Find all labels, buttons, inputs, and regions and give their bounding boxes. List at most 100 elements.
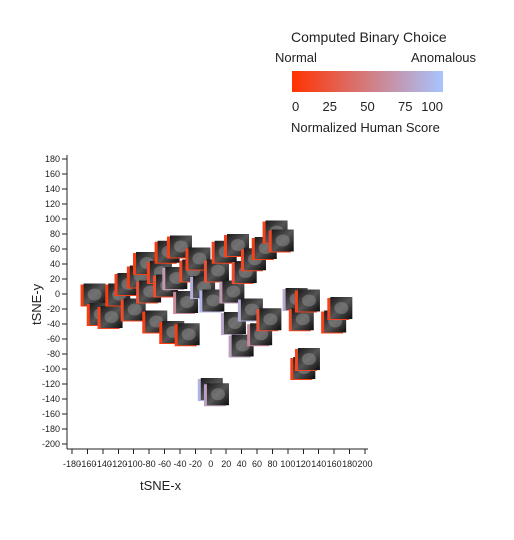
x-tick-label: 60	[252, 459, 262, 469]
x-tick-label: 160	[327, 459, 342, 469]
y-tick-label: 60	[50, 244, 60, 254]
legend-tick-label: 25	[323, 99, 337, 114]
y-tick: -200	[42, 439, 67, 449]
data-point	[256, 308, 282, 332]
y-tick: -100	[42, 364, 67, 374]
y-tick: 120	[45, 199, 67, 209]
data-point	[327, 297, 353, 320]
y-tick-label: -60	[47, 334, 60, 344]
data-point	[80, 283, 106, 307]
x-tick-label: 120	[296, 459, 311, 469]
point-thumbnail-blob	[301, 353, 316, 365]
legend-tick-label: 75	[398, 99, 412, 114]
x-tick: 140	[311, 449, 326, 469]
legend-tick-label: 100	[421, 99, 443, 114]
y-tick: 140	[45, 184, 67, 194]
point-thumbnail-blob	[334, 302, 349, 314]
x-tick: 200	[357, 449, 373, 469]
x-tick-label: 80	[267, 459, 277, 469]
x-tick-label: -60	[158, 459, 171, 469]
y-tick: -80	[47, 349, 67, 359]
data-point	[203, 383, 229, 407]
x-tick: 120	[296, 449, 311, 469]
y-tick: 180	[45, 154, 67, 164]
y-tick: -140	[42, 394, 67, 404]
x-tick: -160	[78, 449, 96, 469]
y-tick: 160	[45, 169, 67, 179]
point-thumbnail-blob	[235, 339, 250, 352]
point-thumbnail-blob	[210, 388, 225, 401]
data-point	[268, 229, 294, 253]
x-tick-label: 40	[237, 459, 247, 469]
point-thumbnail-blob	[301, 294, 316, 307]
y-tick: 20	[50, 274, 67, 284]
y-tick-label: -160	[42, 409, 60, 419]
y-tick-label: -40	[47, 319, 60, 329]
x-tick: -100	[125, 449, 143, 469]
y-tick: 80	[50, 229, 67, 239]
x-tick: -60	[158, 449, 171, 469]
y-tick: -160	[42, 409, 67, 419]
legend-title: Computed Binary Choice	[291, 29, 447, 45]
point-thumbnail-blob	[104, 311, 119, 323]
data-point	[199, 289, 225, 313]
legend-scale-ticks: 0 25 50 75 100	[292, 99, 443, 114]
data-point	[219, 280, 245, 304]
point-thumbnail-blob	[231, 239, 246, 251]
y-tick: 0	[55, 289, 67, 299]
y-axis-label: tSNE-y	[29, 283, 44, 325]
point-thumbnail-blob	[206, 294, 221, 307]
x-tick-label: 200	[357, 459, 372, 469]
data-point	[294, 289, 320, 313]
x-tick-label: 0	[208, 459, 213, 469]
point-thumbnail-blob	[295, 313, 310, 326]
x-tick: 100	[280, 449, 295, 469]
legend-tick-label: 0	[292, 99, 299, 114]
y-tick: 100	[45, 214, 67, 224]
point-thumbnail-blob	[244, 303, 259, 316]
x-tick: -180	[63, 449, 81, 469]
x-tick: -80	[143, 449, 156, 469]
point-thumbnail-blob	[275, 234, 290, 247]
x-tick: -40	[173, 449, 186, 469]
y-tick: -180	[42, 424, 67, 434]
legend-left-label: Normal	[275, 50, 317, 65]
point-thumbnail-blob	[127, 303, 142, 316]
data-point	[288, 308, 314, 332]
y-tick-label: 20	[50, 274, 60, 284]
data-point	[174, 323, 200, 347]
data-point	[120, 298, 146, 322]
x-tick: 180	[342, 449, 357, 469]
point-thumbnail-blob	[192, 252, 207, 265]
point-thumbnail-blob	[173, 240, 188, 253]
y-tick-label: 80	[50, 229, 60, 239]
y-tick-label: 160	[45, 169, 60, 179]
x-tick-label: -140	[94, 459, 112, 469]
y-tick-label: 120	[45, 199, 60, 209]
x-tick-label: -180	[63, 459, 81, 469]
x-tick-label: 180	[342, 459, 357, 469]
x-tick: 20	[221, 449, 231, 469]
y-tick: 60	[50, 244, 67, 254]
data-points	[80, 220, 353, 407]
y-tick: -120	[42, 379, 67, 389]
legend-color-bar	[292, 71, 443, 92]
x-tick: -120	[109, 449, 127, 469]
legend: Computed Binary Choice Normal Anomalous …	[275, 29, 477, 135]
x-tick: 160	[327, 449, 342, 469]
legend-tick-label: 50	[360, 99, 374, 114]
x-axis-ticks: -180-160-140-120-100 -80 -60 -40 -20 0 20 40 60 8…	[63, 449, 373, 469]
x-tick: 0	[208, 449, 213, 469]
point-thumbnail-blob	[181, 328, 196, 341]
data-point	[185, 247, 211, 271]
y-tick-label: -100	[42, 364, 60, 374]
data-point	[203, 259, 229, 283]
y-tick-label: -80	[47, 349, 60, 359]
y-tick-label: -180	[42, 424, 60, 434]
y-tick-label: 100	[45, 214, 60, 224]
y-tick-label: 140	[45, 184, 60, 194]
y-tick: 40	[50, 259, 67, 269]
x-tick-label: -80	[143, 459, 156, 469]
y-tick-label: 180	[45, 154, 60, 164]
